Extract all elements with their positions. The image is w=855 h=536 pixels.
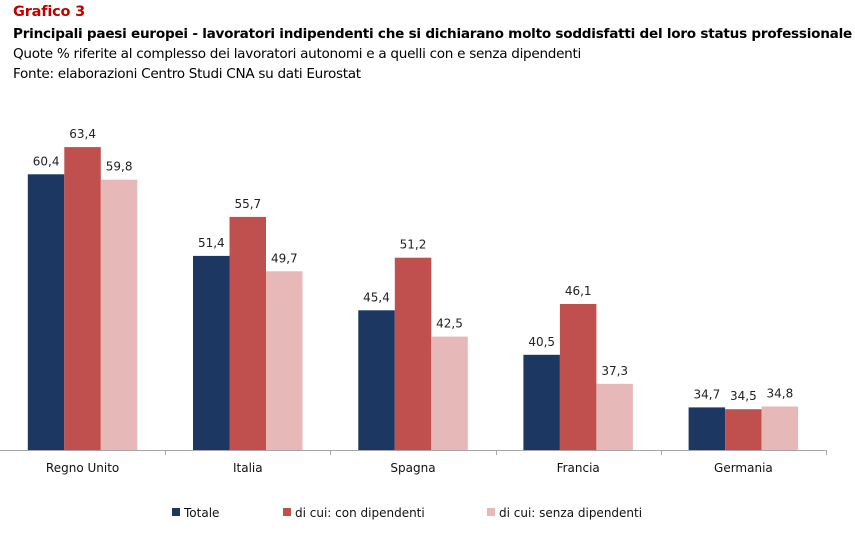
bar-di-cui-con-dipendenti-italia — [229, 216, 266, 450]
bar-di-cui-con-dipendenti-spagna — [394, 257, 432, 450]
bar-totale-francia — [523, 354, 560, 450]
legend-swatch — [487, 508, 495, 516]
bar-di-cui-con-dipendenti-germania — [725, 409, 762, 450]
data-label: 34,8 — [767, 387, 794, 401]
data-label: 59,8 — [106, 160, 133, 174]
chart-source: Fonte: elaborazioni Centro Studi CNA su … — [13, 66, 361, 82]
legend-label: di cui: con dipendenti — [295, 506, 425, 520]
data-label: 49,7 — [271, 251, 298, 265]
legend-swatch — [283, 508, 291, 516]
bar-di-cui-con-dipendenti-regno-unito — [64, 147, 101, 450]
bar-di-cui-senza-dipendenti-regno-unito — [100, 179, 138, 450]
data-label: 51,2 — [400, 238, 427, 252]
x-tick-label: Francia — [557, 461, 600, 475]
data-label: 51,4 — [198, 236, 225, 250]
bar-di-cui-con-dipendenti-francia — [559, 304, 597, 450]
bar-totale-italia — [193, 255, 230, 450]
x-tick-label: Spagna — [390, 461, 435, 475]
legend-label: di cui: senza dipendenti — [499, 506, 642, 520]
bar-di-cui-senza-dipendenti-germania — [761, 406, 799, 450]
chart-tag: Grafico 3 — [13, 4, 86, 20]
bar-di-cui-senza-dipendenti-spagna — [431, 336, 468, 450]
data-label: 34,7 — [694, 387, 721, 401]
data-label: 63,4 — [69, 127, 96, 141]
data-label: 55,7 — [234, 197, 261, 211]
x-tick-label: Germania — [714, 461, 773, 475]
data-label: 60,4 — [33, 154, 60, 168]
x-tick-label: Italia — [233, 461, 263, 475]
bar-di-cui-senza-dipendenti-francia — [596, 383, 633, 450]
legend-swatch — [172, 508, 180, 516]
chart-subtitle: Quote % riferite al complesso dei lavora… — [13, 46, 581, 62]
data-label: 34,5 — [730, 389, 757, 403]
bar-totale-regno-unito — [27, 174, 65, 451]
data-label: 46,1 — [565, 284, 592, 298]
legend-label: Totale — [183, 506, 219, 520]
data-label: 45,4 — [363, 290, 390, 304]
data-label: 37,3 — [601, 364, 628, 378]
bar-di-cui-senza-dipendenti-italia — [266, 271, 303, 450]
bar-totale-germania — [688, 407, 726, 450]
bar-totale-spagna — [358, 310, 395, 450]
x-tick-label: Regno Unito — [46, 461, 119, 475]
data-label: 40,5 — [528, 335, 555, 349]
chart-title: Principali paesi europei - lavoratori in… — [13, 26, 852, 42]
data-label: 42,5 — [436, 317, 463, 331]
